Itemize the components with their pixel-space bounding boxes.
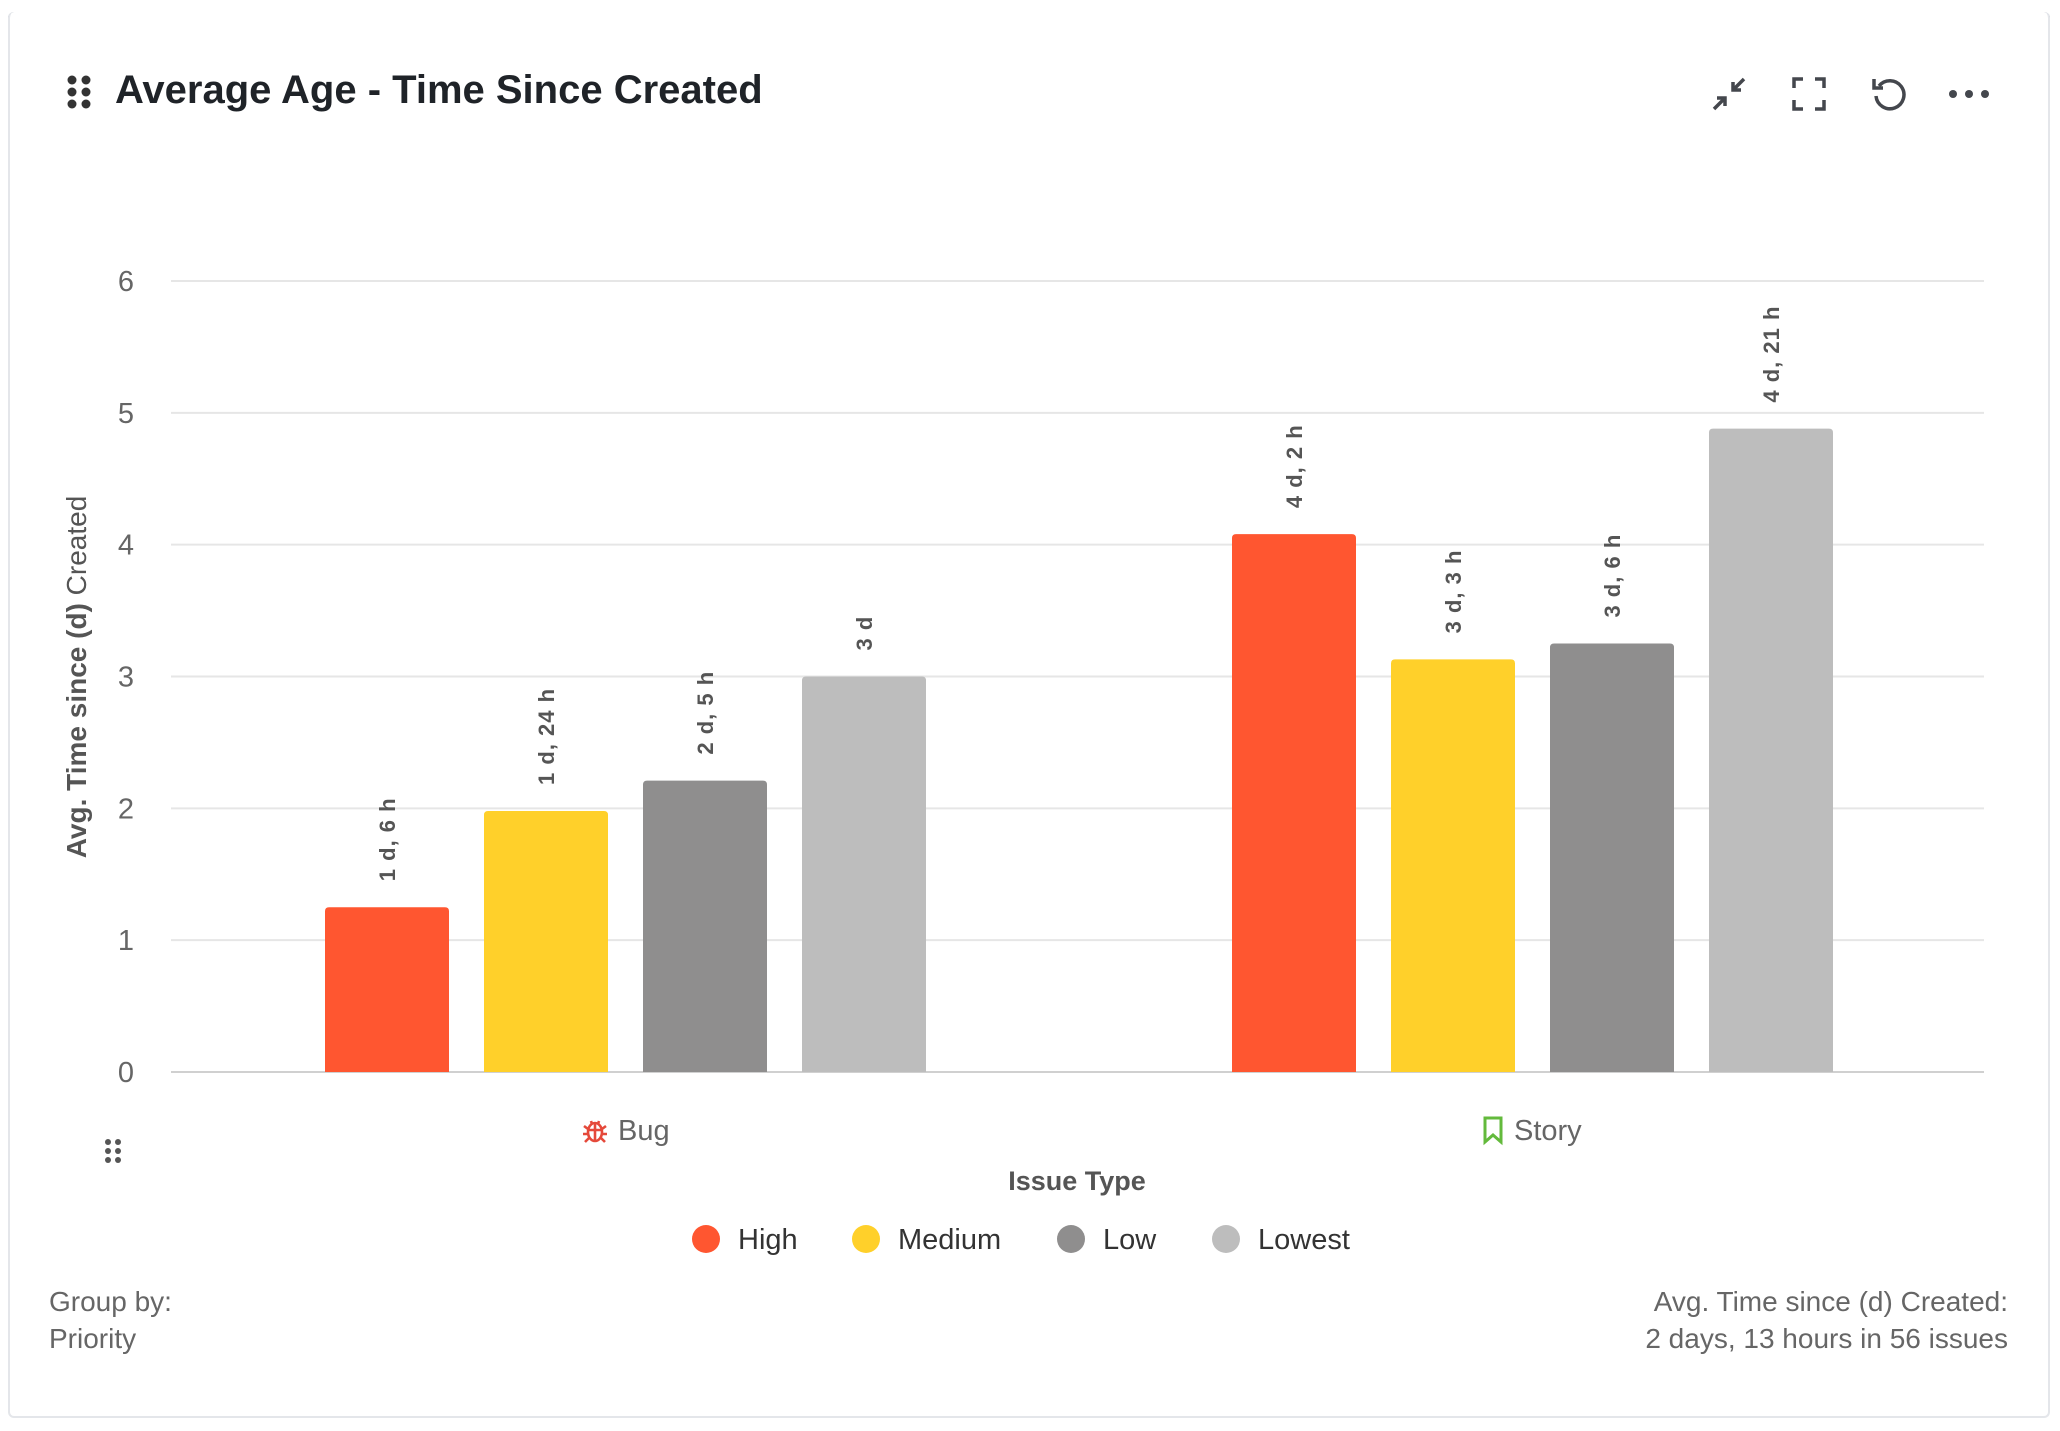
legend: High Medium Low Lowest [692, 1224, 1350, 1256]
data-label: 1 d, 24 h [534, 688, 559, 785]
data-label: 1 d, 6 h [375, 797, 400, 881]
bar-medium-story[interactable] [1391, 659, 1515, 1072]
group-by-info: Group by: Priority [49, 1283, 172, 1357]
legend-label: Medium [898, 1224, 1001, 1256]
bar-lowest-story[interactable] [1709, 428, 1833, 1072]
refresh-icon [1872, 78, 1906, 111]
category-label-text: Bug [618, 1115, 670, 1147]
data-label: 4 d, 21 h [1759, 306, 1784, 403]
more-button[interactable] [1947, 72, 1991, 116]
y-axis-title: Avg. Time since (d) Created [61, 496, 92, 859]
legend-item-low[interactable]: Low [1057, 1224, 1157, 1256]
legend-label: Low [1103, 1224, 1157, 1256]
y-tick-label: 5 [118, 398, 134, 430]
summary-info: Avg. Time since (d) Created: 2 days, 13 … [1645, 1283, 2008, 1357]
legend-swatch [1212, 1225, 1240, 1253]
fullscreen-icon [1792, 77, 1826, 111]
more-icon [1949, 90, 1989, 98]
x-axis-title: Issue Type [1008, 1166, 1146, 1196]
collapse-icon [1712, 77, 1746, 111]
y-axis-title-rest: Created [61, 496, 92, 596]
bar-low-bug[interactable] [643, 780, 767, 1072]
summary-label: Avg. Time since (d) Created: [1653, 1286, 2008, 1317]
axis-drag-handle-icon[interactable] [105, 1139, 121, 1163]
group-by-label: Group by: [49, 1286, 172, 1317]
data-label: 2 d, 5 h [693, 671, 718, 755]
bar-low-story[interactable] [1550, 643, 1674, 1072]
refresh-button[interactable] [1867, 72, 1911, 116]
data-label: 3 d [852, 616, 877, 651]
y-tick-label: 0 [118, 1057, 134, 1089]
summary-value: 2 days, 13 hours in 56 issues [1645, 1323, 2008, 1354]
fullscreen-button[interactable] [1787, 72, 1831, 116]
category-label-story: Story [1483, 1115, 1582, 1147]
legend-swatch [1057, 1225, 1085, 1253]
y-tick-label: 1 [118, 925, 134, 957]
bug-icon [583, 1120, 607, 1143]
bar-high-bug[interactable] [325, 907, 449, 1072]
legend-label: High [738, 1224, 798, 1256]
bar-medium-bug[interactable] [484, 810, 608, 1072]
y-tick-label: 6 [118, 266, 134, 298]
y-axis-title-bold: Avg. Time since (d) [61, 603, 92, 858]
y-tick-label: 3 [118, 662, 134, 694]
chart-title: Average Age - Time Since Created [115, 68, 763, 112]
data-label: 3 d, 3 h [1441, 550, 1466, 634]
bar-high-story[interactable] [1232, 534, 1356, 1072]
legend-label: Lowest [1258, 1224, 1350, 1256]
group-by-value: Priority [49, 1323, 137, 1354]
bar-lowest-bug[interactable] [802, 676, 926, 1073]
data-label: 3 d, 6 h [1600, 534, 1625, 618]
y-tick-label: 4 [118, 530, 134, 562]
legend-item-high[interactable]: High [692, 1224, 798, 1256]
category-label-bug: Bug [583, 1115, 670, 1147]
drag-handle-icon[interactable] [66, 74, 92, 110]
data-label: 4 d, 2 h [1282, 424, 1307, 508]
y-tick-label: 2 [118, 793, 134, 825]
legend-item-medium[interactable]: Medium [852, 1224, 1001, 1256]
bookmark-icon [1483, 1116, 1503, 1146]
legend-swatch [692, 1225, 720, 1253]
legend-swatch [852, 1225, 880, 1253]
legend-item-lowest[interactable]: Lowest [1212, 1224, 1350, 1256]
collapse-button[interactable] [1707, 72, 1751, 116]
category-label-text: Story [1514, 1115, 1582, 1147]
